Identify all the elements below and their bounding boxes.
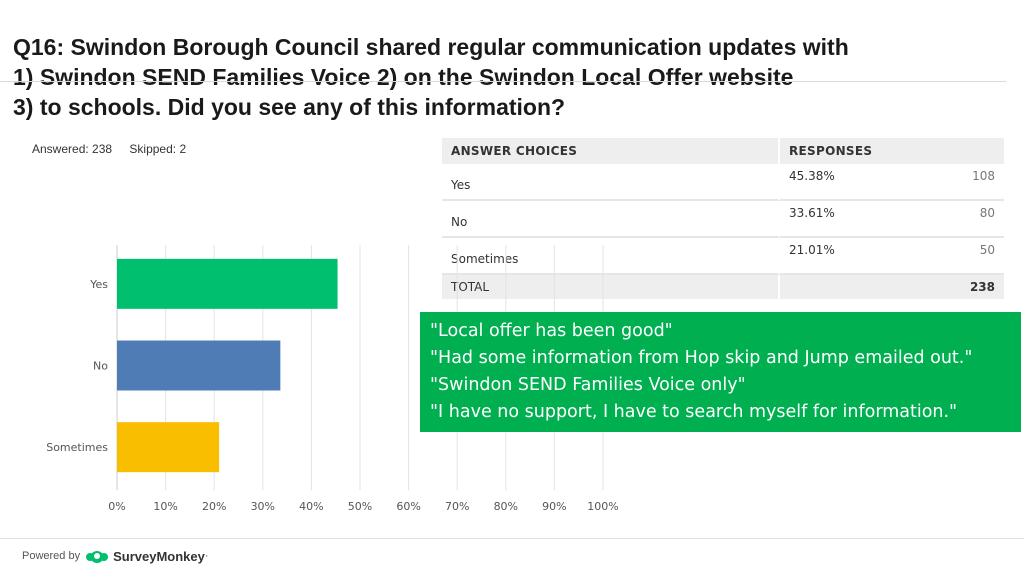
- x-tick-label: 20%: [202, 500, 226, 513]
- quotes-box: "Local offer has been good" "Had some in…: [420, 312, 1021, 432]
- quote-4: "I have no support, I have to search mys…: [430, 402, 958, 422]
- total-spacer: [780, 275, 948, 299]
- row-count: 108: [948, 164, 1004, 201]
- question-line-1: Q16: Swindon Borough Council shared regu…: [13, 34, 849, 60]
- y-category-label: Sometimes: [46, 441, 108, 454]
- row-percent: 33.61%: [780, 201, 948, 238]
- x-tick-label: 70%: [445, 500, 469, 513]
- y-category-label: No: [93, 360, 108, 373]
- skipped-count: Skipped: 2: [129, 142, 187, 156]
- brand-trademark: ·: [204, 550, 209, 562]
- x-tick-label: 0%: [108, 500, 125, 513]
- header-answer-choices: ANSWER CHOICES: [442, 138, 780, 164]
- answered-count: Answered: 238: [32, 142, 113, 156]
- x-tick-label: 60%: [396, 500, 420, 513]
- row-percent: 21.01%: [780, 238, 948, 275]
- title-divider: [0, 81, 1006, 82]
- quote-1: "Local offer has been good": [430, 321, 673, 341]
- row-choice: Yes: [442, 164, 780, 201]
- x-tick-label: 50%: [348, 500, 372, 513]
- x-tick-label: 100%: [587, 500, 618, 513]
- bar-yes: [117, 258, 338, 309]
- quote-3: "Swindon SEND Families Voice only": [430, 375, 746, 395]
- bar-no: [117, 340, 281, 391]
- total-count: 238: [948, 275, 1004, 299]
- table-header-row: ANSWER CHOICES RESPONSES: [442, 138, 1004, 164]
- x-tick-label: 30%: [251, 500, 275, 513]
- y-category-label: Yes: [89, 278, 108, 291]
- table-row: Sometimes 21.01% 50: [442, 238, 1004, 275]
- x-tick-label: 80%: [494, 500, 518, 513]
- powered-by: Powered by SurveyMonkey ·: [22, 548, 209, 564]
- powered-by-label: Powered by: [22, 550, 81, 562]
- row-choice: No: [442, 201, 780, 238]
- question-line-3: 3) to schools. Did you see any of this i…: [13, 94, 566, 120]
- x-tick-label: 10%: [153, 500, 177, 513]
- response-stats: Answered: 238 Skipped: 2: [32, 142, 200, 156]
- surveymonkey-brand: SurveyMonkey: [113, 548, 205, 564]
- row-count: 80: [948, 201, 1004, 238]
- row-percent: 45.38%: [780, 164, 948, 201]
- header-responses: RESPONSES: [780, 138, 1004, 164]
- footer-divider: [0, 538, 1024, 539]
- question-line-2: 1) Swindon SEND Families Voice 2) on the…: [13, 64, 794, 90]
- x-tick-label: 40%: [299, 500, 323, 513]
- quote-2: "Had some information from Hop skip and …: [430, 348, 973, 368]
- table-row: Yes 45.38% 108: [442, 164, 1004, 201]
- bar-chart: 0% 10% 20% 30% 40% 50% 60% 70% 80% 90% 100% Yes No So…: [46, 245, 619, 513]
- total-label: TOTAL: [442, 275, 780, 299]
- row-choice: Sometimes: [442, 238, 780, 275]
- bar-sometimes: [117, 422, 220, 473]
- responses-table: ANSWER CHOICES RESPONSES Yes 45.38% 108 …: [442, 138, 1004, 299]
- table-row: No 33.61% 80: [442, 201, 1004, 238]
- row-count: 50: [948, 238, 1004, 275]
- surveymonkey-logo-icon: [86, 551, 109, 563]
- x-tick-label: 90%: [542, 500, 566, 513]
- table-total-row: TOTAL 238: [442, 275, 1004, 299]
- question-title: Q16: Swindon Borough Council shared regu…: [13, 32, 1003, 122]
